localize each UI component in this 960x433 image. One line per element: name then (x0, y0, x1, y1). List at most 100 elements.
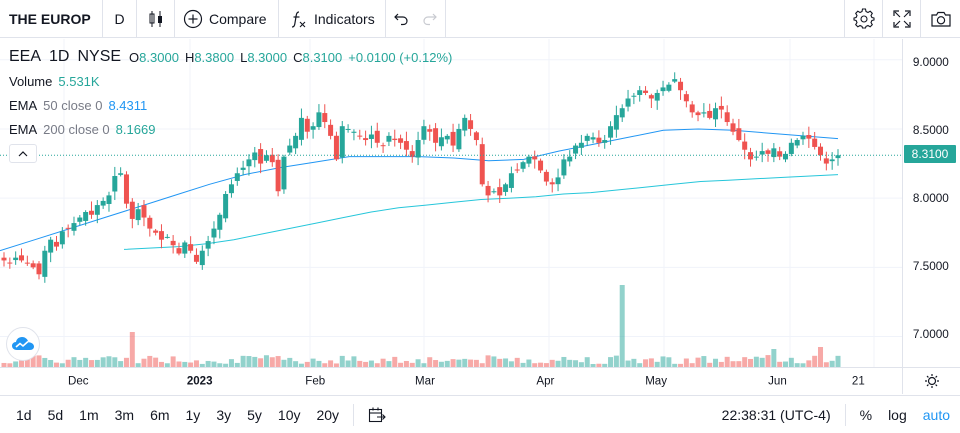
volume-bar (234, 362, 240, 367)
volume-bar (689, 363, 695, 367)
ema200-value: 8.1669 (115, 121, 156, 137)
volume-bar (438, 361, 444, 367)
volume-bar (532, 363, 538, 367)
percent-scale-toggle[interactable]: % (859, 407, 873, 423)
compare-button[interactable]: Compare (175, 0, 279, 38)
volume-bar (188, 362, 194, 367)
undo-icon[interactable] (393, 12, 409, 26)
candle-body (573, 145, 579, 154)
volume-bars (1, 285, 841, 367)
sun-settings-icon (924, 374, 939, 388)
candle-body (433, 128, 439, 143)
range-1y-button[interactable]: 1y (185, 406, 201, 423)
volume-bar (444, 360, 450, 367)
volume-bar (65, 359, 71, 367)
legend-volume-row[interactable]: Volume 5.531K (9, 69, 458, 93)
price-scale[interactable]: 9.0000 8.5000 8.0000 7.5000 7.0000 (902, 39, 960, 367)
clock-timezone[interactable]: 22:38:31 (UTC-4) (721, 407, 831, 423)
snapshot-button[interactable] (920, 0, 960, 38)
candle-body (771, 148, 777, 158)
range-6m-button[interactable]: 6m (150, 406, 170, 423)
range-5d-button[interactable]: 5d (47, 406, 64, 423)
candle-body (748, 152, 754, 160)
volume-bar (18, 359, 24, 367)
candle-body (753, 156, 759, 158)
chart-type-button[interactable] (137, 0, 175, 38)
candle-body (30, 263, 36, 268)
candle-body (106, 195, 112, 204)
volume-bar (170, 356, 176, 367)
candle-body (578, 142, 584, 148)
legend-ema50-row[interactable]: EMA 50 close 0 8.4311 (9, 93, 458, 117)
indicators-button[interactable]: Indicators (279, 0, 386, 38)
legend-symbol[interactable]: EEA (9, 48, 42, 65)
candle-body (141, 205, 147, 218)
log-scale-toggle[interactable]: log (888, 407, 907, 423)
range-20y-button[interactable]: 20y (316, 406, 340, 423)
volume-bar (275, 356, 281, 367)
volume-bar (351, 356, 357, 367)
candle-body (468, 120, 474, 129)
volume-bar (818, 347, 824, 367)
range-1m-button[interactable]: 1m (79, 406, 99, 423)
candle-body (485, 185, 491, 196)
tradingview-logo[interactable] (6, 327, 40, 361)
candle-body (415, 140, 421, 158)
legend-ema200-row[interactable]: EMA 200 close 0 8.1669 (9, 117, 458, 141)
separator (353, 403, 355, 426)
volume-bar (619, 285, 625, 367)
symbol-search-button[interactable]: THE EUROP (0, 0, 103, 38)
candle-body (234, 173, 240, 181)
volume-bar (94, 359, 100, 367)
volume-bar (409, 362, 415, 367)
volume-bar (567, 359, 573, 367)
volume-bar (141, 358, 147, 367)
candle-body (403, 141, 409, 150)
price-tick-label: 8.5000 (913, 124, 949, 137)
volume-bar (246, 356, 252, 367)
range-10y-button[interactable]: 10y (277, 406, 301, 423)
candle-body (689, 104, 695, 113)
volume-bar (129, 332, 135, 367)
candle-body (672, 79, 678, 82)
candle-body (427, 129, 433, 132)
candle-body (246, 159, 252, 167)
volume-bar (683, 358, 689, 367)
range-3m-button[interactable]: 3m (114, 406, 135, 423)
settings-button[interactable] (844, 0, 882, 38)
range-1d-button[interactable]: 1d (16, 406, 32, 423)
candle-body (555, 177, 561, 185)
candle-body (252, 152, 258, 161)
gear-icon (852, 8, 875, 29)
volume-bar (53, 362, 59, 367)
volume-bar (520, 362, 526, 367)
volume-bar (30, 355, 36, 367)
interval-button[interactable]: D (103, 0, 137, 38)
legend-collapse-button[interactable] (9, 144, 37, 163)
goto-date-button[interactable] (360, 407, 394, 423)
range-5y-button[interactable]: 5y (247, 406, 262, 423)
volume-bar (228, 359, 234, 367)
candle-body (223, 194, 229, 219)
candle-body (619, 108, 625, 118)
indicators-label: Indicators (314, 10, 375, 27)
candle-body (514, 169, 520, 171)
redo-icon[interactable] (422, 12, 438, 26)
candle-body (666, 84, 672, 91)
volume-bar (24, 358, 30, 367)
candle-body (380, 145, 386, 147)
volume-bar (613, 355, 619, 367)
volume-bar (701, 356, 707, 367)
range-3y-button[interactable]: 3y (216, 406, 232, 423)
time-scale[interactable]: Dec 2023 Feb Mar Apr May Jun 21 (0, 367, 902, 394)
scale-settings-button[interactable] (902, 367, 960, 394)
auto-scale-toggle[interactable]: auto (922, 407, 950, 423)
ema50-params: 50 close 0 (43, 97, 103, 113)
legend-interval: 1D (49, 48, 70, 65)
volume-bar (590, 363, 596, 367)
chart-pane[interactable] (0, 39, 902, 367)
time-tick-label: Apr (536, 375, 554, 387)
fullscreen-button[interactable] (882, 0, 920, 38)
candle-body (310, 126, 316, 130)
volume-bar (707, 362, 713, 367)
